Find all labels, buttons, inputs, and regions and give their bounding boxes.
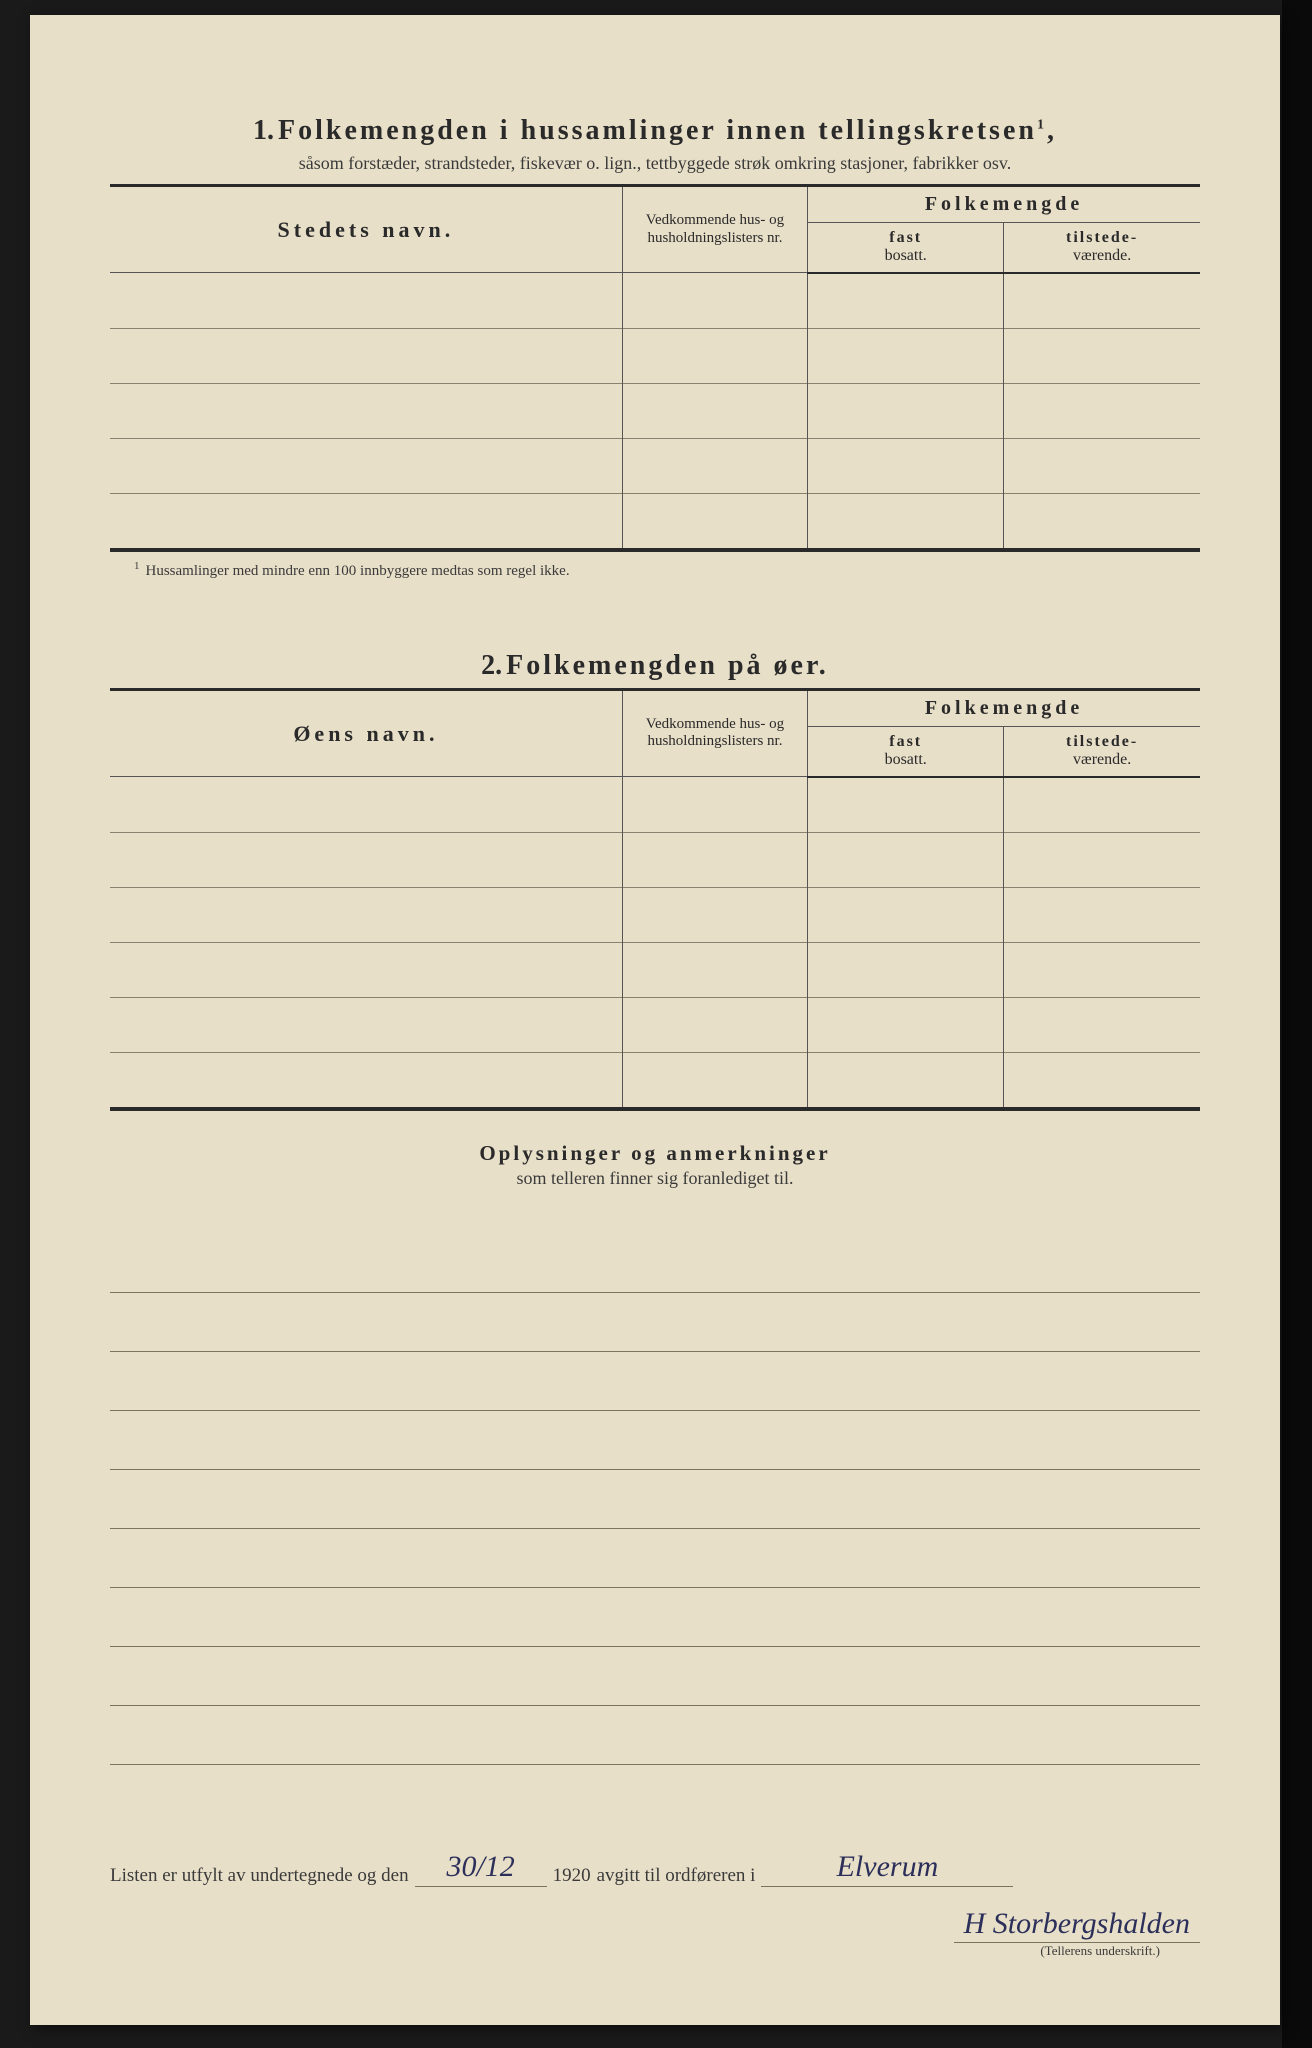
section1-number: 1. — [253, 115, 274, 146]
ruled-line — [110, 1529, 1200, 1588]
col-oens-navn: Øens navn. — [110, 689, 622, 776]
col-fast-bosatt: fastbosatt. — [808, 223, 1004, 273]
footnote-text: Hussamlinger med mindre enn 100 innbygge… — [146, 563, 570, 579]
col-hus-nr: Vedkommende hus- og husholdningslisters … — [622, 186, 807, 273]
sig-place-handwritten: Elverum — [761, 1850, 1013, 1887]
sig-prefix: Listen er utfylt av undertegnede og den — [110, 1865, 409, 1887]
sig-middle: avgitt til ordføreren i — [597, 1865, 756, 1887]
section1-table: Stedets navn. Vedkommende hus- og hushol… — [110, 184, 1200, 552]
ruled-line — [110, 1706, 1200, 1765]
col-fast-bosatt-2: fastbosatt. — [808, 726, 1004, 776]
remarks-title: Oplysninger og anmerkninger som telleren… — [110, 1141, 1200, 1189]
table-row — [110, 777, 1200, 833]
section2-table: Øens navn. Vedkommende hus- og husholdni… — [110, 688, 1200, 1111]
section2-body — [110, 777, 1200, 1109]
sig-year: 1920 — [553, 1865, 591, 1887]
ruled-line — [110, 1411, 1200, 1470]
section1-title: 1. Folkemengden i hussamlinger innen tel… — [110, 115, 1200, 147]
ruled-line — [110, 1470, 1200, 1529]
col-folkemengde: Folkemengde — [808, 186, 1200, 223]
section1-body — [110, 273, 1200, 550]
section2-title: 2. Folkemengden på øer. — [110, 650, 1200, 682]
signature-name-line: H Storbergshalden — [110, 1907, 1200, 1941]
table-row — [110, 383, 1200, 438]
document-page: 1. Folkemengden i hussamlinger innen tel… — [30, 15, 1280, 2025]
col-tilstedevaerende-2: tilstede-værende. — [1004, 726, 1200, 776]
table-row — [110, 1052, 1200, 1109]
section1-heading: Folkemengden i hussamlinger innen tellin… — [278, 115, 1037, 146]
section2-number: 2. — [481, 650, 502, 681]
sig-date-handwritten: 30/12 — [415, 1850, 547, 1887]
table-row — [110, 997, 1200, 1052]
section2-heading: Folkemengden på øer. — [506, 650, 829, 681]
signature-caption: (Tellerens underskrift.) — [110, 1943, 1200, 1959]
table-row — [110, 887, 1200, 942]
ruled-line — [110, 1293, 1200, 1352]
ruled-line — [110, 1588, 1200, 1647]
col-tilstedevaerende: tilstede-værende. — [1004, 223, 1200, 273]
sig-name-handwritten: H Storbergshalden — [954, 1907, 1200, 1943]
page-content: 1. Folkemengden i hussamlinger innen tel… — [30, 15, 1280, 1999]
col-stedets-navn: Stedets navn. — [110, 186, 622, 273]
remarks-lines — [110, 1234, 1200, 1765]
table-row — [110, 493, 1200, 550]
table-row — [110, 273, 1200, 329]
scan-edge — [1282, 0, 1312, 2048]
ruled-line — [110, 1647, 1200, 1706]
table-row — [110, 942, 1200, 997]
footnote-marker: 1 — [134, 560, 140, 572]
section1-subtitle: såsom forstæder, strandsteder, fiskevær … — [110, 153, 1200, 174]
ruled-line — [110, 1352, 1200, 1411]
section1-sup: 1 — [1037, 118, 1047, 133]
signature-line: Listen er utfylt av undertegnede og den … — [110, 1850, 1200, 1887]
ruled-line — [110, 1234, 1200, 1293]
table-row — [110, 328, 1200, 383]
remarks-subtitle: som telleren finner sig foranlediget til… — [110, 1168, 1200, 1189]
table-row — [110, 438, 1200, 493]
table-row — [110, 832, 1200, 887]
col-folkemengde-2: Folkemengde — [808, 689, 1200, 726]
section1-punct: , — [1047, 115, 1057, 146]
remarks-heading: Oplysninger og anmerkninger — [110, 1141, 1200, 1166]
section1-footnote: 1 Hussamlinger med mindre enn 100 innbygg… — [134, 560, 1200, 580]
col-hus-nr-2: Vedkommende hus- og husholdningslisters … — [622, 689, 807, 776]
